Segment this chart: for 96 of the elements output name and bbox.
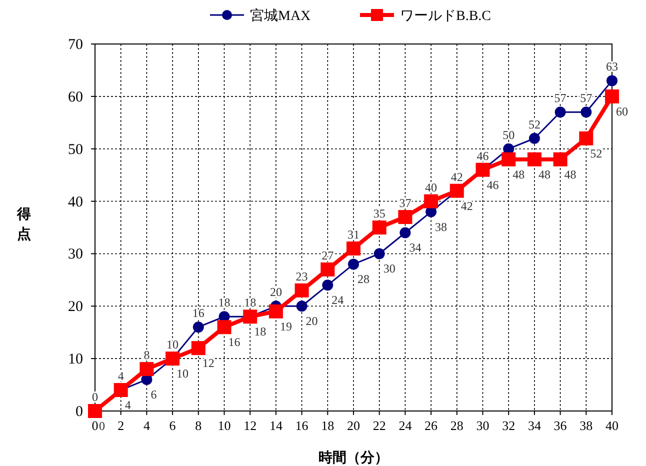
x-tick-label: 20: [347, 418, 360, 433]
x-tick-label: 34: [528, 418, 542, 433]
data-label: 57: [580, 91, 592, 106]
data-label: 35: [373, 206, 386, 220]
data-label: 48: [512, 167, 525, 182]
legend-label: 宮城MAX: [250, 8, 311, 24]
data-label: 10: [176, 366, 189, 381]
point: [528, 132, 540, 144]
data-label: 12: [202, 356, 214, 370]
point: [296, 300, 308, 312]
data-label: 27: [322, 248, 334, 262]
data-label: 48: [538, 167, 550, 182]
point: [527, 152, 542, 166]
data-label: 50: [502, 128, 515, 142]
data-label: 38: [435, 220, 448, 234]
point: [502, 152, 516, 166]
point: [322, 280, 334, 291]
data-label: 10: [166, 338, 179, 352]
data-label: 18: [254, 324, 266, 339]
point: [191, 341, 206, 356]
point: [348, 258, 359, 270]
point: [217, 320, 232, 334]
point: [605, 89, 619, 104]
data-label: 24: [332, 293, 344, 308]
y-tick-label: 70: [68, 37, 83, 53]
data-label: 18: [218, 296, 230, 310]
data-label: 4: [118, 369, 124, 384]
point: [294, 283, 309, 298]
data-label: 18: [244, 296, 256, 310]
point: [553, 152, 568, 166]
point: [320, 262, 335, 276]
x-tick-label: 38: [580, 418, 593, 433]
data-label: 34: [409, 240, 422, 255]
data-label: 57: [554, 91, 566, 106]
point: [580, 106, 592, 118]
data-label: 31: [348, 227, 360, 242]
data-label: 46: [486, 178, 499, 192]
y-tick-label: 20: [68, 299, 83, 316]
x-tick-label: 8: [195, 418, 202, 433]
data-label: 48: [564, 167, 576, 182]
point: [374, 248, 385, 260]
point: [400, 227, 411, 238]
point: [424, 194, 438, 208]
data-label: 16: [192, 306, 204, 320]
x-tick-label: 22: [372, 418, 386, 433]
x-tick-label: 32: [502, 418, 516, 433]
data-label: 19: [280, 319, 292, 334]
x-tick-label: 12: [244, 418, 257, 433]
point: [372, 220, 386, 234]
x-tick-label: 2: [118, 418, 124, 433]
y-tick-label: 10: [68, 352, 83, 368]
x-tick-label: 4: [143, 418, 150, 433]
point: [606, 75, 618, 86]
data-label: 4: [124, 398, 131, 412]
x-tick-label: 26: [424, 418, 438, 433]
x-tick-label: 16: [295, 418, 309, 433]
data-label: 6: [150, 388, 157, 402]
x-axis-title: 時間（分）: [318, 450, 388, 466]
data-label: 52: [590, 146, 602, 160]
point: [192, 322, 204, 333]
point: [268, 304, 283, 318]
point: [554, 106, 566, 118]
y-tick-label: 40: [68, 194, 83, 210]
data-label: 20: [306, 314, 318, 328]
x-tick-label: 14: [269, 418, 283, 433]
point: [140, 362, 154, 376]
data-label: 42: [460, 198, 473, 213]
data-label: 60: [616, 104, 628, 118]
x-tick-label: 18: [321, 418, 334, 433]
data-label: 16: [228, 335, 240, 350]
x-tick-label: 24: [398, 418, 412, 433]
y-tick-label: 50: [68, 142, 83, 158]
data-label: 46: [476, 148, 489, 163]
data-label: 40: [425, 180, 438, 194]
data-label: 20: [270, 285, 282, 300]
data-label: 37: [399, 196, 412, 210]
y-axis-title: 得点: [16, 206, 31, 242]
legend-label: ワールドB.B.C: [400, 9, 492, 24]
x-tick-label: 28: [450, 418, 464, 433]
data-label: 42: [450, 170, 463, 184]
x-tick-label: 0: [92, 418, 98, 433]
y-tick-label: 60: [68, 89, 83, 106]
point: [398, 210, 412, 224]
data-label: 28: [358, 272, 370, 286]
y-tick-label: 0: [76, 404, 83, 420]
point: [579, 131, 594, 146]
data-label: 23: [296, 269, 308, 284]
x-tick-label: 6: [169, 418, 176, 433]
x-tick-label: 36: [554, 418, 568, 433]
data-label: 30: [383, 262, 396, 276]
x-tick-label: 30: [476, 418, 490, 433]
y-tick-label: 30: [68, 246, 83, 263]
point: [346, 241, 360, 256]
data-label: 52: [528, 117, 540, 132]
x-tick-label: 40: [606, 418, 618, 433]
x-tick-label: 10: [218, 418, 231, 433]
